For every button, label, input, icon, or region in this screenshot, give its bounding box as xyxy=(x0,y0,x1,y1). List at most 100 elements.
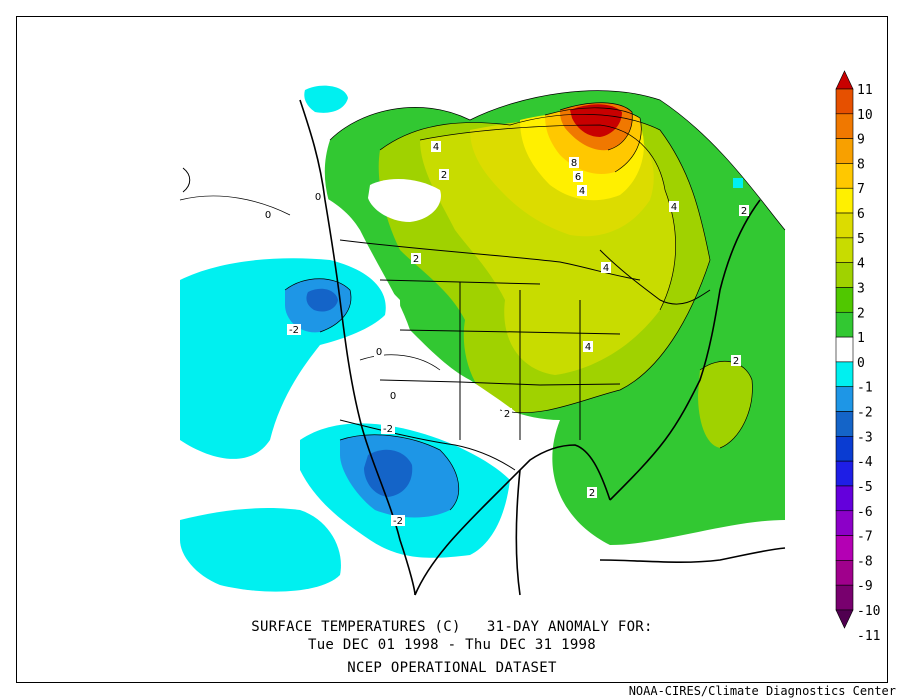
colorbar-swatch xyxy=(835,187,854,214)
colorbar-swatch xyxy=(835,361,854,388)
colorbar-tick-label: 0 xyxy=(857,356,865,371)
anomaly-region-minus1-sw2 xyxy=(180,508,341,592)
contour-label: 2 xyxy=(731,355,741,367)
contour-label: 2 xyxy=(587,487,597,499)
contour-label: -2 xyxy=(391,515,405,527)
anomaly-region-plus2-se xyxy=(698,361,753,448)
svg-text:8: 8 xyxy=(571,158,577,169)
contour-label: 0 xyxy=(374,346,384,358)
colorbar-swatch xyxy=(835,584,854,611)
contour-label: -2 xyxy=(381,423,395,435)
contour-label: 8 xyxy=(569,157,579,169)
colorbar-swatch xyxy=(835,436,854,462)
svg-text:0: 0 xyxy=(376,347,382,358)
plot-frame xyxy=(16,16,888,683)
contour-label: 6 xyxy=(573,171,583,183)
coastlines xyxy=(299,99,786,596)
caption-title: SURFACE TEMPERATURES (C) 31-DAY ANOMALY … xyxy=(251,619,653,635)
colorbar-tick-label: 6 xyxy=(857,207,865,222)
colorbar-tick-label: 1 xyxy=(857,331,865,346)
colorbar-tick-label: -6 xyxy=(857,505,873,520)
colorbar-swatch xyxy=(835,138,854,164)
colorbar-tick-label: 3 xyxy=(857,281,865,296)
colorbar-swatch xyxy=(835,535,854,561)
anomaly-fill-layer xyxy=(180,85,785,597)
svg-text:-2: -2 xyxy=(383,424,393,435)
colorbar-tick-label: 9 xyxy=(857,133,865,148)
contour-label: 4 xyxy=(601,262,611,274)
svg-text:2: 2 xyxy=(741,206,747,217)
coast-fragment xyxy=(182,167,191,193)
colorbar-swatch xyxy=(835,460,854,487)
svg-text:-2: -2 xyxy=(393,516,403,527)
colorbar-tick-label: -11 xyxy=(857,629,880,644)
contour-lines xyxy=(179,90,786,511)
colorbar-swatch xyxy=(835,212,854,239)
anomaly-region-zero-north xyxy=(368,178,441,222)
anomaly-region-minus1-alaska xyxy=(304,85,348,113)
colorbar-tick-label: 8 xyxy=(857,157,865,172)
colorbar-swatch xyxy=(835,237,854,263)
anomaly-region-minus1-newfoundland xyxy=(733,178,743,188)
contour-label: -2 xyxy=(287,324,301,336)
caption-dates: Tue DEC 01 1998 - Thu DEC 31 1998 xyxy=(307,637,597,653)
svg-text:4: 4 xyxy=(579,186,585,197)
colorbar-swatch xyxy=(835,311,854,338)
political-borders xyxy=(339,239,711,471)
svg-text:4: 4 xyxy=(671,202,677,213)
contour-label: 2 xyxy=(439,169,449,181)
svg-text:0: 0 xyxy=(265,210,271,221)
colorbar-swatch xyxy=(835,262,854,288)
colorbar-tick-label: -5 xyxy=(857,480,873,495)
svg-text:4: 4 xyxy=(603,263,609,274)
svg-text:0: 0 xyxy=(390,391,396,402)
anomaly-region-plus10 xyxy=(570,104,622,137)
colorbar-arrow-bottom xyxy=(835,609,854,629)
colorbar-tick-label: -2 xyxy=(857,406,873,421)
colorbar-tick-label: -9 xyxy=(857,579,873,594)
svg-text:2: 2 xyxy=(441,170,447,181)
anomaly-region-minus3-sw xyxy=(364,449,413,497)
contour-label: 0 xyxy=(388,390,398,402)
contour-label: 0 xyxy=(263,209,273,221)
svg-text:2: 2 xyxy=(413,254,419,265)
contour-label: 0 xyxy=(313,191,323,203)
contour-label: 2 xyxy=(411,253,421,265)
colorbar-tick-label: 5 xyxy=(857,232,865,247)
colorbar-tick-label: 4 xyxy=(857,257,865,272)
svg-text:4: 4 xyxy=(433,142,439,153)
colorbar-tick-label: -10 xyxy=(857,604,880,619)
svg-text:-2: -2 xyxy=(289,325,299,336)
colorbar-swatch xyxy=(835,411,854,437)
contour-label: 2 xyxy=(739,205,749,217)
anomaly-region-minus3-nw xyxy=(306,288,338,312)
svg-text:4: 4 xyxy=(585,342,591,353)
svg-text:0: 0 xyxy=(315,192,321,203)
svg-text:2: 2 xyxy=(589,488,595,499)
colorbar-swatch xyxy=(835,386,854,412)
colorbar-swatch xyxy=(835,485,854,512)
colorbar-tick-label: 11 xyxy=(857,83,873,98)
colorbar-tick-label: -4 xyxy=(857,455,873,470)
colorbar-arrow-top xyxy=(835,70,854,90)
contour-label: 2 xyxy=(502,408,512,420)
caption-dataset: NCEP OPERATIONAL DATASET xyxy=(347,660,557,676)
colorbar-tick-label: 10 xyxy=(857,108,873,123)
colorbar-tick-label: 2 xyxy=(857,306,865,321)
colorbar-swatch xyxy=(835,113,854,139)
colorbar-swatch xyxy=(835,163,854,189)
svg-text:6: 6 xyxy=(575,172,581,183)
contour-label: 4 xyxy=(669,201,679,213)
svg-text:2: 2 xyxy=(733,356,739,367)
colorbar-tick-label: -7 xyxy=(857,530,873,545)
contour-label: 4 xyxy=(577,185,587,197)
colorbar-tick-label: -1 xyxy=(857,381,873,396)
colorbar-tick-label: 7 xyxy=(857,182,865,197)
contour-label: 4 xyxy=(583,341,593,353)
colorbar-tick-label: -3 xyxy=(857,430,873,445)
contour-label: 4 xyxy=(431,141,441,153)
contour-label-layer: 4 2 8 6 4 4 4 2 0 0 -2 0 0 4 2 2 -2 -2 2… xyxy=(263,141,749,527)
colorbar-swatch xyxy=(835,287,854,313)
